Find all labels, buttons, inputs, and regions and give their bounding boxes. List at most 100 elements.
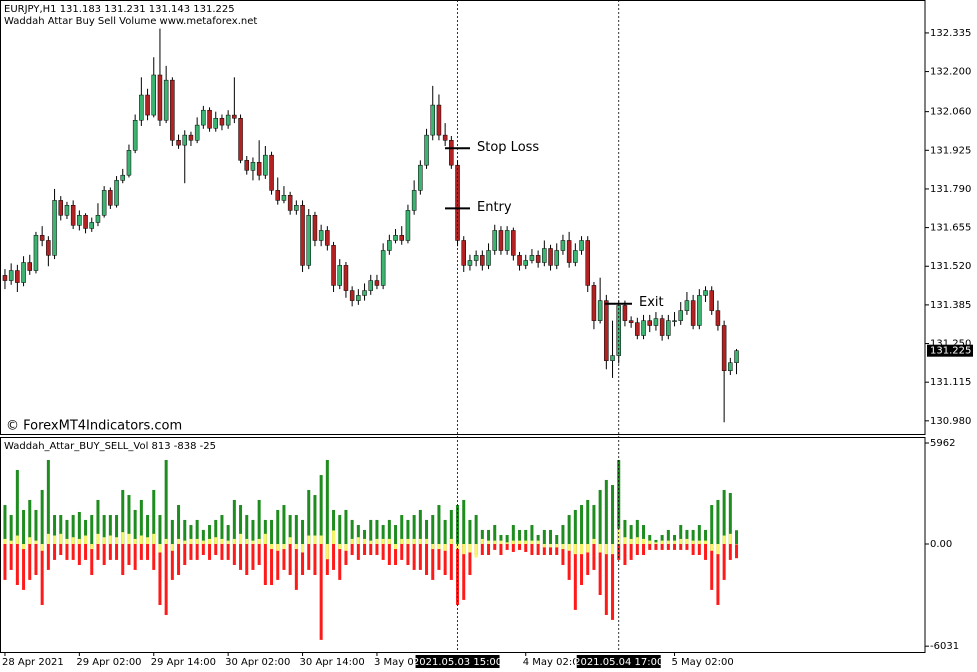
volume-bar bbox=[102, 537, 106, 545]
candle-body bbox=[498, 230, 504, 251]
volume-bar bbox=[654, 539, 658, 545]
volume-bar bbox=[716, 544, 720, 605]
volume-bar bbox=[28, 544, 32, 580]
candle-body bbox=[523, 260, 528, 266]
volume-bar bbox=[183, 540, 187, 545]
volume-bar bbox=[220, 538, 224, 545]
volume-bar bbox=[40, 544, 44, 551]
candle-body bbox=[622, 305, 628, 321]
volume-bar bbox=[15, 544, 19, 585]
candle-body bbox=[139, 94, 144, 121]
candle-body bbox=[666, 320, 671, 336]
volume-bar bbox=[108, 535, 112, 545]
candle-body bbox=[21, 262, 26, 283]
volume-bar bbox=[65, 544, 69, 560]
volume-bar bbox=[735, 544, 739, 559]
candle-body bbox=[2, 275, 8, 281]
volume-bar bbox=[46, 533, 50, 545]
volume-bar bbox=[487, 544, 491, 556]
candle-body bbox=[672, 320, 677, 322]
candle-body bbox=[8, 270, 14, 281]
volume-bar bbox=[394, 544, 398, 550]
y-tick-label: 131.655 bbox=[930, 223, 971, 234]
volume-bar bbox=[462, 544, 466, 600]
volume-bar bbox=[127, 544, 131, 566]
volume-bar bbox=[350, 544, 354, 556]
volume-bar bbox=[158, 544, 162, 605]
volume-bar bbox=[133, 509, 137, 545]
candle-body bbox=[232, 114, 237, 119]
volume-bar bbox=[561, 544, 565, 550]
volume-bar bbox=[418, 538, 422, 545]
volume-bar bbox=[369, 519, 373, 545]
volume-bar bbox=[704, 540, 708, 545]
candle-body bbox=[573, 250, 578, 263]
volume-bar bbox=[214, 544, 218, 556]
candle-body bbox=[39, 235, 45, 241]
volume-bar bbox=[325, 459, 329, 545]
y-tick-label: 0.00 bbox=[930, 539, 952, 550]
volume-bar bbox=[177, 505, 181, 545]
volume-bar bbox=[400, 515, 404, 545]
volume-bar bbox=[722, 544, 726, 580]
volume-bar bbox=[239, 533, 243, 545]
volume-bar bbox=[592, 505, 596, 545]
volume-bar bbox=[288, 537, 292, 545]
volume-bar bbox=[474, 544, 478, 558]
volume-bar bbox=[604, 544, 608, 555]
volume-bar bbox=[9, 540, 13, 545]
candle-body bbox=[312, 215, 318, 241]
volume-bar bbox=[3, 544, 7, 580]
candle-body bbox=[405, 210, 411, 241]
volume-bar bbox=[189, 538, 193, 545]
candle-body bbox=[734, 350, 739, 363]
volume-bar bbox=[356, 525, 360, 545]
volume-bar bbox=[319, 544, 323, 640]
volume-bar bbox=[115, 515, 119, 545]
volume-bar bbox=[642, 525, 646, 545]
candle-body bbox=[641, 320, 646, 336]
candle-body bbox=[473, 255, 479, 261]
volume-bar bbox=[660, 535, 664, 545]
volume-bar bbox=[257, 544, 261, 566]
candle-body bbox=[461, 240, 466, 266]
candle-body bbox=[511, 230, 516, 256]
candle-body bbox=[281, 194, 287, 201]
volume-bar bbox=[654, 544, 658, 550]
volume-bar bbox=[648, 540, 652, 545]
volume-bar bbox=[598, 489, 602, 545]
watermark: © ForexMT4Indicators.com bbox=[6, 419, 182, 434]
volume-bar bbox=[654, 542, 658, 545]
level-label: Exit bbox=[639, 295, 664, 310]
volume-bar bbox=[437, 544, 441, 550]
volume-bar bbox=[406, 544, 410, 566]
candle-body bbox=[163, 79, 169, 121]
level-label: Entry bbox=[477, 200, 512, 215]
y-tick-label: 131.385 bbox=[930, 300, 971, 311]
volume-bar bbox=[518, 544, 522, 550]
volume-bar bbox=[257, 499, 261, 545]
volume-bar bbox=[704, 529, 708, 545]
volume-bar bbox=[251, 544, 255, 570]
candle-body bbox=[424, 134, 429, 166]
volume-bar bbox=[170, 519, 174, 545]
volume-bar bbox=[617, 544, 621, 560]
volume-bar bbox=[536, 540, 540, 545]
volume-bar bbox=[673, 540, 677, 545]
x-tick-label: 4 May 02:00 bbox=[523, 657, 585, 668]
volume-bar bbox=[710, 505, 714, 545]
volume-bar bbox=[301, 544, 305, 576]
volume-bar bbox=[201, 544, 205, 556]
volume-bar bbox=[480, 544, 484, 556]
candle-body bbox=[659, 318, 665, 336]
volume-bar bbox=[623, 519, 627, 545]
volume-bar bbox=[691, 540, 695, 545]
candle-body bbox=[374, 280, 380, 286]
y-tick-label: 131.250 bbox=[930, 339, 971, 350]
volume-bar bbox=[629, 544, 633, 560]
volume-bar bbox=[201, 540, 205, 545]
volume-bar bbox=[146, 537, 150, 545]
candle-body bbox=[207, 109, 212, 129]
volume-bar bbox=[139, 499, 143, 545]
volume-bar bbox=[431, 544, 435, 550]
